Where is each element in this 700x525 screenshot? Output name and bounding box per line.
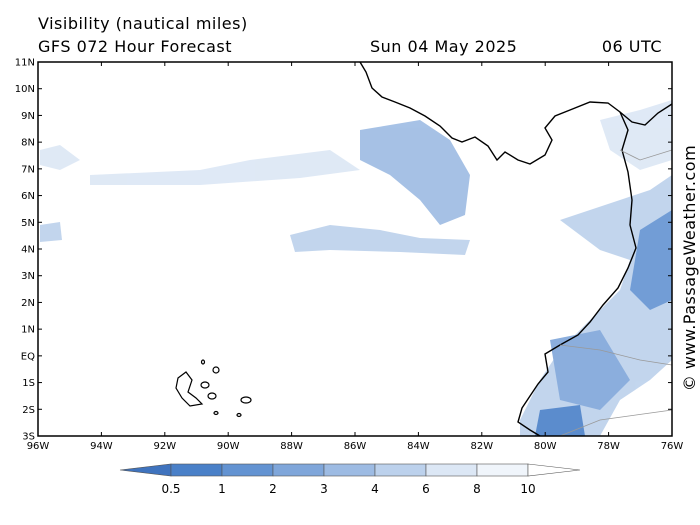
colorbar-label: 0.5 [161,482,180,496]
lat-label: 7N [21,164,35,175]
lon-label: 82W [470,441,493,452]
date: Sun 04 May 2025 [370,37,517,56]
colorbar-label: 6 [422,482,430,496]
lat-label: 1N [21,325,35,336]
country-borders [559,149,673,437]
lon-label: 88W [280,441,303,452]
lon-label: 84W [407,441,430,452]
colorbar-label: 4 [371,482,379,496]
lat-label: 2S [22,405,35,416]
lat-label: 3S [22,432,35,443]
lat-label: 2N [21,298,35,309]
lat-label: 9N [21,111,35,122]
colorbar-label: 3 [320,482,328,496]
colorbar [119,463,581,477]
colorbar-label: 2 [269,482,277,496]
model: GFS 072 Hour Forecast [38,37,232,56]
lat-label: 5N [21,218,35,229]
lon-label: 92W [153,441,176,452]
coastline-central-america [359,61,673,165]
lat-label: 4N [21,245,35,256]
lon-label: 94W [90,441,113,452]
map [37,61,673,437]
colorbar-label: 10 [520,482,535,496]
lon-label: 96W [27,441,50,452]
galapagos [175,359,252,418]
lat-label: 8N [21,138,35,149]
title: Visibility (nautical miles) [38,14,248,33]
lat-label: 3N [21,271,35,282]
time: 06 UTC [602,37,662,56]
lon-label: 80W [534,441,557,452]
lat-label: EQ [21,351,35,362]
lon-label: 78W [597,441,620,452]
lon-label: 76W [661,441,684,452]
lat-label: 11N [15,58,35,69]
colorbar-label: 1 [218,482,226,496]
lon-label: 86W [344,441,367,452]
colorbar-label: 8 [473,482,481,496]
lat-label: 1S [22,378,35,389]
lat-label: 10N [15,84,35,95]
lat-label: 6N [21,191,35,202]
coastline-south-america [517,111,637,437]
watermark: © www.PassageWeather.com [680,145,699,391]
lon-label: 90W [217,441,240,452]
